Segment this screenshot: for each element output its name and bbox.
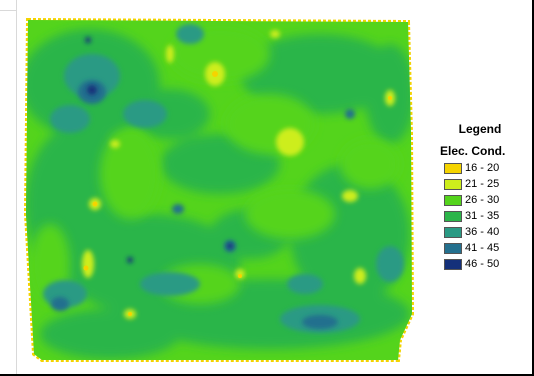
zones-26-30 xyxy=(30,26,400,304)
legend-item-16-20: 16 - 20 xyxy=(444,160,530,176)
legend-label: 26 - 30 xyxy=(465,194,500,206)
frame-divider-horizontal xyxy=(0,10,16,11)
legend-title: Legend xyxy=(458,122,502,136)
legend-swatch xyxy=(444,194,462,206)
legend-item-21-25: 21 - 25 xyxy=(444,176,530,192)
legend-swatch xyxy=(444,242,462,254)
legend-item-41-45: 41 - 45 xyxy=(444,240,530,256)
zones-46-50 xyxy=(85,37,233,263)
legend-subtitle: Elec. Cond. xyxy=(440,144,506,158)
legend-label: 21 - 25 xyxy=(465,178,500,190)
legend-label: 31 - 35 xyxy=(465,210,500,222)
legend-label: 41 - 45 xyxy=(465,242,500,254)
frame-border-bottom xyxy=(0,374,534,376)
legend-swatch xyxy=(444,178,462,190)
legend-label: 16 - 20 xyxy=(465,162,500,174)
legend-swatch xyxy=(444,162,462,174)
legend-swatch xyxy=(444,258,462,270)
zones-36-40 xyxy=(43,24,404,333)
legend-item-26-30: 26 - 30 xyxy=(444,192,530,208)
map-legend: Legend Elec. Cond. 16 - 20 21 - 25 26 - … xyxy=(440,122,530,272)
legend-item-36-40: 36 - 40 xyxy=(444,224,530,240)
legend-label: 36 - 40 xyxy=(465,226,500,238)
field-map[interactable] xyxy=(20,14,416,366)
conductivity-map-svg xyxy=(23,17,415,362)
legend-swatch xyxy=(444,226,462,238)
legend-label: 46 - 50 xyxy=(465,258,500,270)
legend-swatch xyxy=(444,210,462,222)
frame-divider-vertical xyxy=(16,0,17,376)
legend-item-46-50: 46 - 50 xyxy=(444,256,530,272)
frame-border-right xyxy=(532,0,534,376)
legend-item-31-35: 31 - 35 xyxy=(444,208,530,224)
zones-41-45 xyxy=(51,80,355,329)
zones-16-20 xyxy=(83,71,392,316)
